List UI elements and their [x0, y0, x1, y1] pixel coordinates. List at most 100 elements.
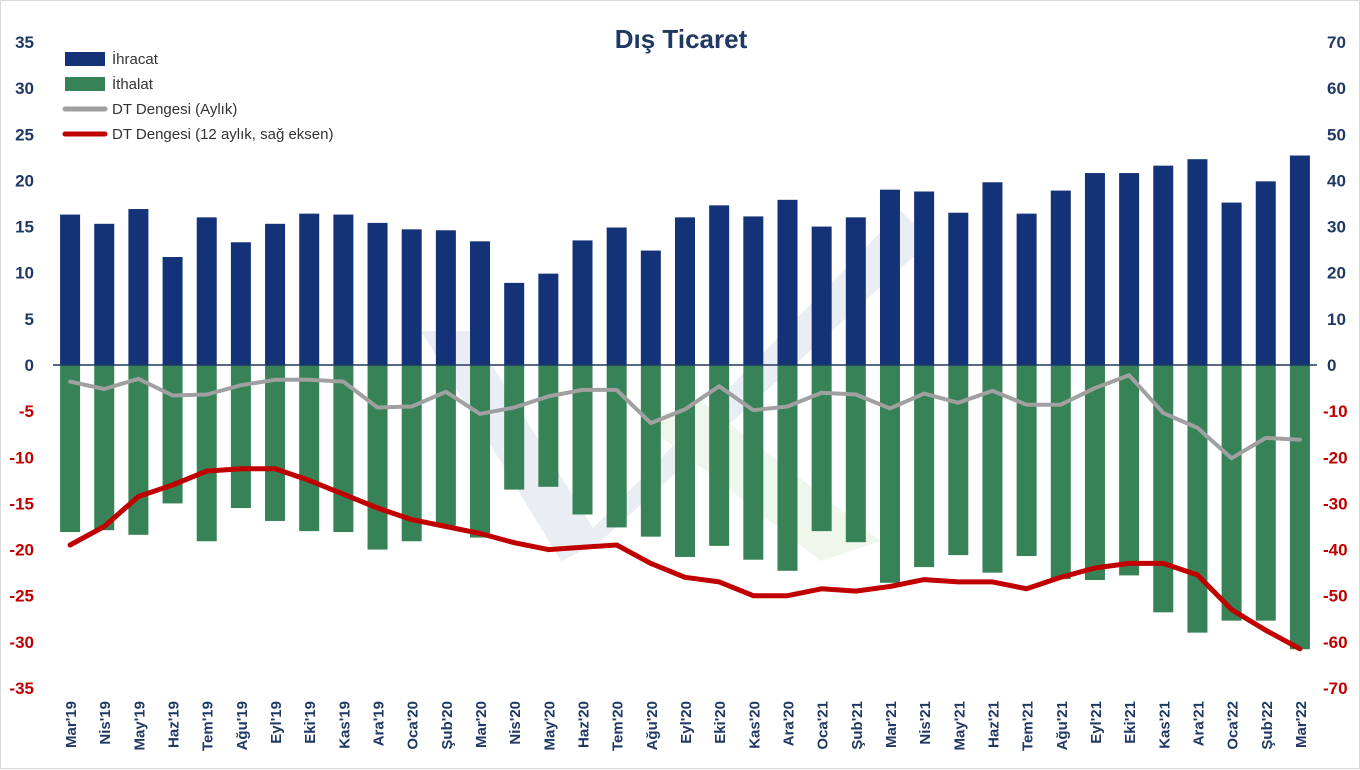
x-tick-label: Ağu'21 [1054, 701, 1071, 750]
legend: İhracat İthalat DT Dengesi (Aylık) DT Denge… [62, 50, 334, 143]
import-bar-23 [845, 365, 866, 543]
left-tick-label: 30 [15, 79, 34, 98]
export-bar-26 [948, 212, 969, 365]
export-bar-30 [1084, 173, 1105, 365]
x-tick-label: Mar'22 [1293, 701, 1310, 748]
export-bar-0 [60, 214, 81, 365]
left-tick-label: -15 [9, 494, 34, 513]
x-tick-label: Mar'19 [63, 701, 80, 748]
right-tick-label: 70 [1327, 33, 1346, 52]
x-tick-label: Nis'21 [917, 701, 934, 745]
export-bar-3 [162, 257, 183, 365]
left-tick-label: 0 [25, 356, 34, 375]
export-bar-17 [640, 250, 661, 365]
x-tick-label: Eki'19 [302, 701, 319, 744]
legend-swatch [65, 77, 105, 91]
left-axis: 35 30 25 20 15 10 5 0 -5 -10 -15 -20 -25 -30 -35 [9, 33, 34, 698]
import-bar-22 [811, 365, 832, 532]
import-bar-29 [1050, 365, 1071, 580]
x-tick-label: Nis'20 [507, 701, 524, 745]
import-bar-18 [675, 365, 695, 557]
x-tick-label: Eyl'19 [268, 701, 285, 744]
left-tick-label: -30 [9, 633, 34, 652]
export-bar-7 [299, 213, 320, 365]
x-tick-label: Tem'21 [1020, 701, 1037, 751]
x-tick-label: Ağu'20 [644, 701, 661, 750]
x-tick-label: May'21 [951, 701, 968, 750]
import-bar-25 [914, 365, 935, 568]
import-bar-36 [1289, 365, 1310, 650]
balance-monthly-line [68, 373, 1302, 461]
left-tick-label: -20 [9, 541, 34, 560]
x-tick-label: Kas'21 [1156, 701, 1173, 749]
import-bar-17 [640, 365, 661, 537]
x-tick-label: Mar'21 [883, 701, 900, 748]
export-bar-5 [230, 242, 251, 365]
legend-label: DT Dengesi (12 aylık, sağ eksen) [112, 126, 334, 143]
left-tick-label: -25 [9, 587, 34, 606]
left-tick-label: -10 [9, 448, 34, 467]
import-bar-30 [1084, 365, 1105, 581]
import-bar-14 [538, 365, 559, 487]
export-bar-36 [1289, 155, 1310, 365]
x-tick-label: May'20 [541, 701, 558, 750]
right-tick-label: 40 [1327, 171, 1346, 190]
x-tick-label: Haz'20 [576, 701, 593, 748]
export-bar-23 [845, 217, 866, 365]
import-bar-13 [504, 365, 525, 490]
export-bar-2 [128, 209, 149, 365]
import-bar-9 [367, 365, 388, 550]
left-tick-label: 35 [15, 33, 34, 52]
import-bar-16 [606, 365, 627, 528]
import-bar-32 [1153, 365, 1174, 613]
x-tick-label: Şub'21 [849, 701, 866, 750]
import-bar-10 [401, 365, 422, 542]
x-tick-label: Nis'19 [97, 701, 114, 745]
x-tick-label: Ara'20 [780, 701, 797, 746]
import-bar-7 [299, 365, 320, 532]
x-tick-label: Ağu'19 [234, 701, 251, 750]
import-bar-12 [470, 365, 491, 538]
x-tick-label: Kas'20 [746, 701, 763, 749]
right-tick-label: -50 [1323, 587, 1348, 606]
x-tick-label: Eki'20 [712, 701, 729, 744]
export-bar-28 [1016, 213, 1037, 365]
right-tick-label: 20 [1327, 264, 1346, 283]
left-tick-label: 20 [15, 171, 34, 190]
x-tick-label: Oca'21 [815, 701, 832, 750]
x-tick-label: Tem'19 [200, 701, 217, 751]
export-bar-16 [606, 227, 627, 365]
import-bar-3 [162, 365, 183, 504]
export-bar-6 [265, 223, 286, 365]
x-tick-label: Oca'20 [405, 701, 422, 750]
export-bar-19 [709, 205, 730, 365]
x-tick-label: Eki'21 [1122, 701, 1139, 744]
export-bar-12 [470, 241, 491, 365]
import-bar-35 [1255, 365, 1276, 621]
bars-layer [60, 155, 1310, 650]
export-bar-22 [811, 226, 832, 365]
right-tick-label: -10 [1323, 402, 1348, 421]
export-bar-35 [1255, 181, 1276, 365]
legend-label: İhracat [112, 50, 159, 68]
export-bar-24 [879, 189, 900, 365]
export-bar-1 [94, 223, 115, 365]
left-tick-label: -5 [19, 402, 34, 421]
export-bar-27 [982, 182, 1003, 365]
right-axis: 70 60 50 40 30 20 10 0 -10 -20 -30 -40 -50 -60 -70 [1323, 33, 1348, 698]
legend-label: DT Dengesi (Aylık) [112, 101, 237, 118]
lines-layer [67, 373, 1303, 652]
right-tick-label: 50 [1327, 125, 1346, 144]
x-tick-label: Haz'19 [166, 701, 183, 748]
legend-label: İthalat [112, 75, 154, 93]
export-bar-34 [1221, 202, 1242, 365]
left-tick-label: 5 [25, 310, 34, 329]
export-bar-31 [1119, 173, 1140, 365]
import-bar-4 [196, 365, 217, 542]
export-bar-25 [914, 191, 935, 365]
import-bar-11 [435, 365, 456, 526]
right-tick-label: -20 [1323, 448, 1348, 467]
right-tick-label: 0 [1327, 356, 1336, 375]
export-bar-29 [1050, 190, 1071, 365]
